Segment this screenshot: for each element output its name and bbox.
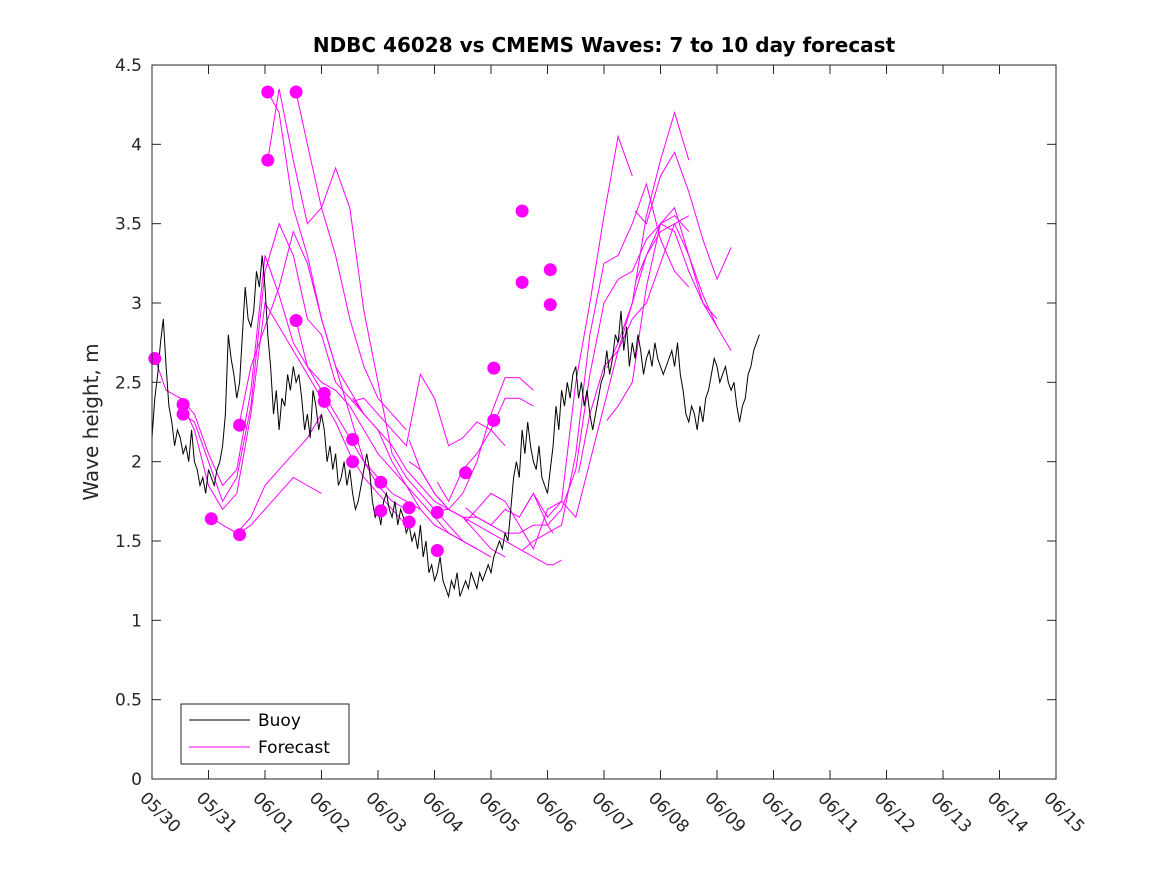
y-tick-label: 4: [131, 135, 142, 155]
forecast-line: [634, 222, 732, 351]
forecast-start-marker: [233, 528, 247, 542]
forecast-line: [295, 320, 492, 558]
marker-layer: [148, 85, 557, 557]
forecast-line: [352, 373, 506, 447]
forecast-start-marker: [176, 398, 190, 411]
buoy-line: [151, 255, 760, 599]
forecast-start-marker: [261, 153, 275, 167]
forecast-line: [634, 151, 732, 281]
forecast-line: [352, 397, 506, 558]
forecast-start-marker: [459, 466, 473, 480]
y-tick-label: 2.5: [115, 373, 142, 393]
forecast-line: [521, 182, 690, 551]
forecast-start-marker: [515, 275, 529, 289]
forecast-line: [437, 377, 534, 512]
forecast-start-marker: [289, 314, 303, 327]
forecast-line: [521, 134, 633, 519]
forecast-start-marker: [402, 501, 416, 515]
forecast-start-marker: [430, 544, 444, 557]
y-tick-label: 4.5: [115, 56, 142, 76]
forecast-start-marker: [487, 413, 501, 427]
y-tick-label: 2: [131, 453, 142, 473]
chart-title: NDBC 46028 vs CMEMS Waves: 7 to 10 day f…: [313, 33, 896, 57]
y-tick-label: 0.5: [115, 691, 142, 711]
forecast-start-marker: [543, 263, 557, 277]
forecast-start-marker: [430, 505, 444, 519]
forecast-start-marker: [289, 85, 303, 99]
legend-box: [180, 703, 350, 765]
forecast-start-marker: [515, 204, 529, 218]
y-tick-label: 0: [131, 770, 142, 790]
forecast-line: [436, 397, 534, 503]
forecast-line: [465, 215, 690, 527]
y-tick-label: 1: [131, 611, 142, 631]
legend: Buoy Forecast: [180, 703, 350, 765]
forecast-start-marker: [317, 394, 331, 408]
forecast-start-marker: [543, 298, 557, 312]
forecast-start-marker: [148, 352, 162, 365]
forecast-start-marker: [487, 361, 501, 375]
forecast-start-marker: [346, 455, 360, 469]
forecast-line: [182, 301, 407, 526]
y-tick-label: 3: [131, 294, 142, 314]
forecast-start-marker: [176, 407, 190, 421]
forecast-start-marker: [204, 512, 218, 526]
forecast-start-marker: [346, 433, 360, 446]
forecast-line: [606, 206, 718, 421]
forecast-line: [295, 91, 407, 431]
legend-label-buoy: Buoy: [258, 711, 301, 731]
forecast-start-marker: [402, 515, 416, 529]
forecast-start-marker: [233, 418, 247, 432]
forecast-start-marker: [374, 504, 388, 518]
y-tick-label: 1.5: [115, 532, 142, 552]
forecast-line: [182, 222, 365, 503]
forecast-line: [239, 476, 322, 534]
legend-label-forecast: Forecast: [258, 738, 330, 758]
forecast-start-marker: [374, 475, 388, 489]
forecast-start-marker: [261, 85, 275, 99]
plot-area: [152, 65, 1056, 779]
y-axis-label: Wave height, m: [79, 343, 103, 500]
y-tick-label: 3.5: [115, 215, 142, 235]
forecast-line: [465, 215, 690, 551]
forecast-line: [211, 413, 322, 534]
